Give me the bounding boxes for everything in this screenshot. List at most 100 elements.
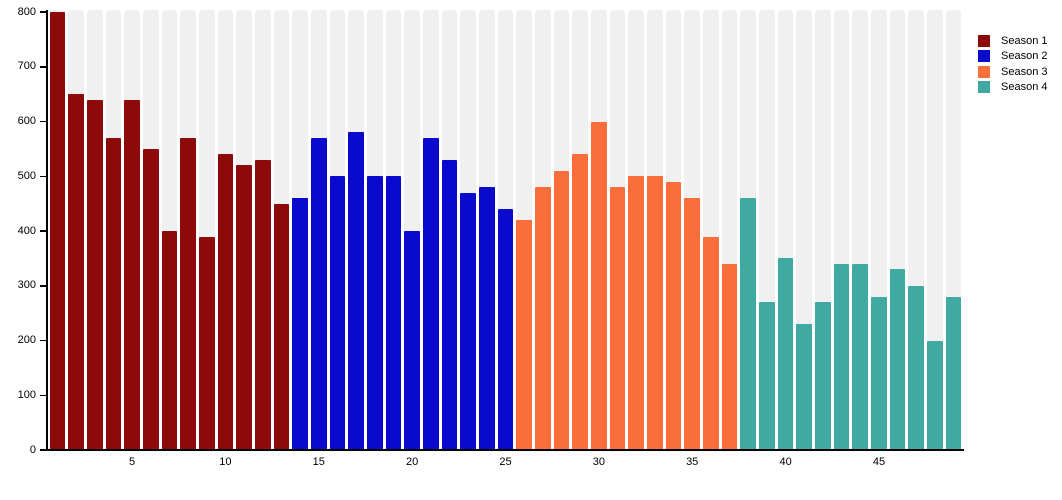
bar-slot-2 xyxy=(67,10,86,450)
bar-season1-x2 xyxy=(68,94,84,450)
bar-slot-26 xyxy=(515,10,534,450)
bar-season4-x46 xyxy=(889,269,906,450)
legend: Season 1 Season 2 Season 3 Season 4 xyxy=(978,33,1047,95)
bar-season4-x44 xyxy=(852,263,869,450)
bar-season4-x39 xyxy=(759,302,775,450)
bar-slot-22 xyxy=(440,10,459,450)
legend-swatch-icon xyxy=(978,81,990,94)
y-tick-mark-100 xyxy=(40,394,47,396)
y-tick-mark-600 xyxy=(40,120,47,123)
bar-season2-x16 xyxy=(329,176,346,450)
bar-season3-x28 xyxy=(553,170,570,450)
legend-swatch-icon xyxy=(978,34,990,47)
bar-slot-4 xyxy=(104,10,123,450)
bar-season4-x47 xyxy=(908,285,925,450)
bar-slot-8 xyxy=(179,10,198,450)
legend-item-season-4: Season 4 xyxy=(978,80,1047,96)
legend-label: Season 4 xyxy=(1001,81,1048,94)
x-tick-label-40: 40 xyxy=(779,456,792,468)
bar-slot-30 xyxy=(589,10,608,450)
y-tick-mark-200 xyxy=(40,339,47,342)
bar-season2-x22 xyxy=(441,159,458,450)
bar-slot-40 xyxy=(776,10,795,450)
bar-season2-x23 xyxy=(460,192,476,450)
y-tick-label-400: 400 xyxy=(17,224,36,237)
y-tick-label-700: 700 xyxy=(17,60,36,73)
bar-slot-37 xyxy=(720,10,739,450)
bar-slot-21 xyxy=(421,10,440,450)
bar-season2-x17 xyxy=(348,132,364,450)
bar-season3-x30 xyxy=(590,121,607,450)
bar-slot-7 xyxy=(160,10,179,450)
y-tick-label-600: 600 xyxy=(17,115,36,127)
bar-slot-28 xyxy=(552,10,571,450)
bar-season1-x9 xyxy=(198,236,215,450)
bar-season1-x5 xyxy=(124,99,140,450)
y-axis-line xyxy=(46,10,48,451)
bar-slot-14 xyxy=(291,10,310,450)
bar-slot-47 xyxy=(907,10,926,450)
bar-season2-x25 xyxy=(497,209,514,450)
y-tick-label-300: 300 xyxy=(17,279,36,292)
x-tick-label-45: 45 xyxy=(872,456,886,468)
bar-slot-13 xyxy=(272,10,291,450)
bar-season2-x18 xyxy=(366,176,383,450)
bar-slot-19 xyxy=(384,10,403,450)
y-tick-label-0: 0 xyxy=(29,443,36,456)
legend-item-season-1: Season 1 xyxy=(978,33,1047,49)
bar-slot-24 xyxy=(477,10,496,450)
bar-season1-x8 xyxy=(180,137,196,450)
bar-season3-x31 xyxy=(609,187,626,450)
bar-season3-x34 xyxy=(665,181,682,450)
bar-slot-32 xyxy=(627,10,646,450)
bar-season2-x24 xyxy=(478,187,495,450)
x-tick-label-10: 10 xyxy=(219,456,232,468)
legend-label: Season 2 xyxy=(1001,50,1048,63)
x-tick-label-35: 35 xyxy=(686,456,699,468)
y-tick-label-100: 100 xyxy=(17,388,36,401)
y-tick-mark-0 xyxy=(40,449,47,451)
x-tick-label-20: 20 xyxy=(405,456,419,468)
bar-season4-x42 xyxy=(815,302,831,450)
bar-slot-38 xyxy=(739,10,758,450)
y-tick-mark-400 xyxy=(40,230,47,232)
bar-season1-x6 xyxy=(142,148,159,450)
bar-slot-43 xyxy=(832,10,851,450)
bar-slot-6 xyxy=(141,10,160,450)
bar-slot-3 xyxy=(85,10,104,450)
legend-swatch-icon xyxy=(978,50,990,63)
y-tick-label-800: 800 xyxy=(17,5,36,18)
y-tick-mark-700 xyxy=(40,66,47,68)
bar-season1-x3 xyxy=(86,99,103,450)
bar-season3-x37 xyxy=(721,263,738,450)
bar-season2-x15 xyxy=(310,137,327,450)
bar-season1-x1 xyxy=(49,12,66,450)
bar-slot-12 xyxy=(253,10,272,450)
bar-season2-x21 xyxy=(422,137,439,450)
y-tick-mark-500 xyxy=(40,175,47,177)
bar-season3-x35 xyxy=(684,198,701,450)
bar-season4-x38 xyxy=(740,198,757,450)
legend-label: Season 3 xyxy=(1001,65,1048,78)
bar-slot-29 xyxy=(571,10,590,450)
bar-season3-x26 xyxy=(516,220,532,450)
legend-swatch-icon xyxy=(978,65,990,78)
bar-season1-x11 xyxy=(236,165,252,450)
bar-season4-x40 xyxy=(777,258,794,450)
bar-season3-x33 xyxy=(647,176,663,450)
bar-slot-49 xyxy=(944,10,963,450)
bar-slot-20 xyxy=(403,10,422,450)
bar-slot-17 xyxy=(347,10,366,450)
bar-season3-x29 xyxy=(572,154,588,450)
bar-slot-39 xyxy=(758,10,777,450)
bar-slot-36 xyxy=(702,10,721,450)
bar-slot-18 xyxy=(365,10,384,450)
bar-season4-x45 xyxy=(871,296,887,450)
bar-slot-23 xyxy=(459,10,478,450)
bar-season4-x43 xyxy=(833,263,850,450)
bar-slot-15 xyxy=(309,10,328,450)
bar-season4-x49 xyxy=(945,296,962,450)
x-tick-label-30: 30 xyxy=(592,456,606,468)
bar-season3-x32 xyxy=(628,176,644,450)
bar-slot-46 xyxy=(888,10,907,450)
